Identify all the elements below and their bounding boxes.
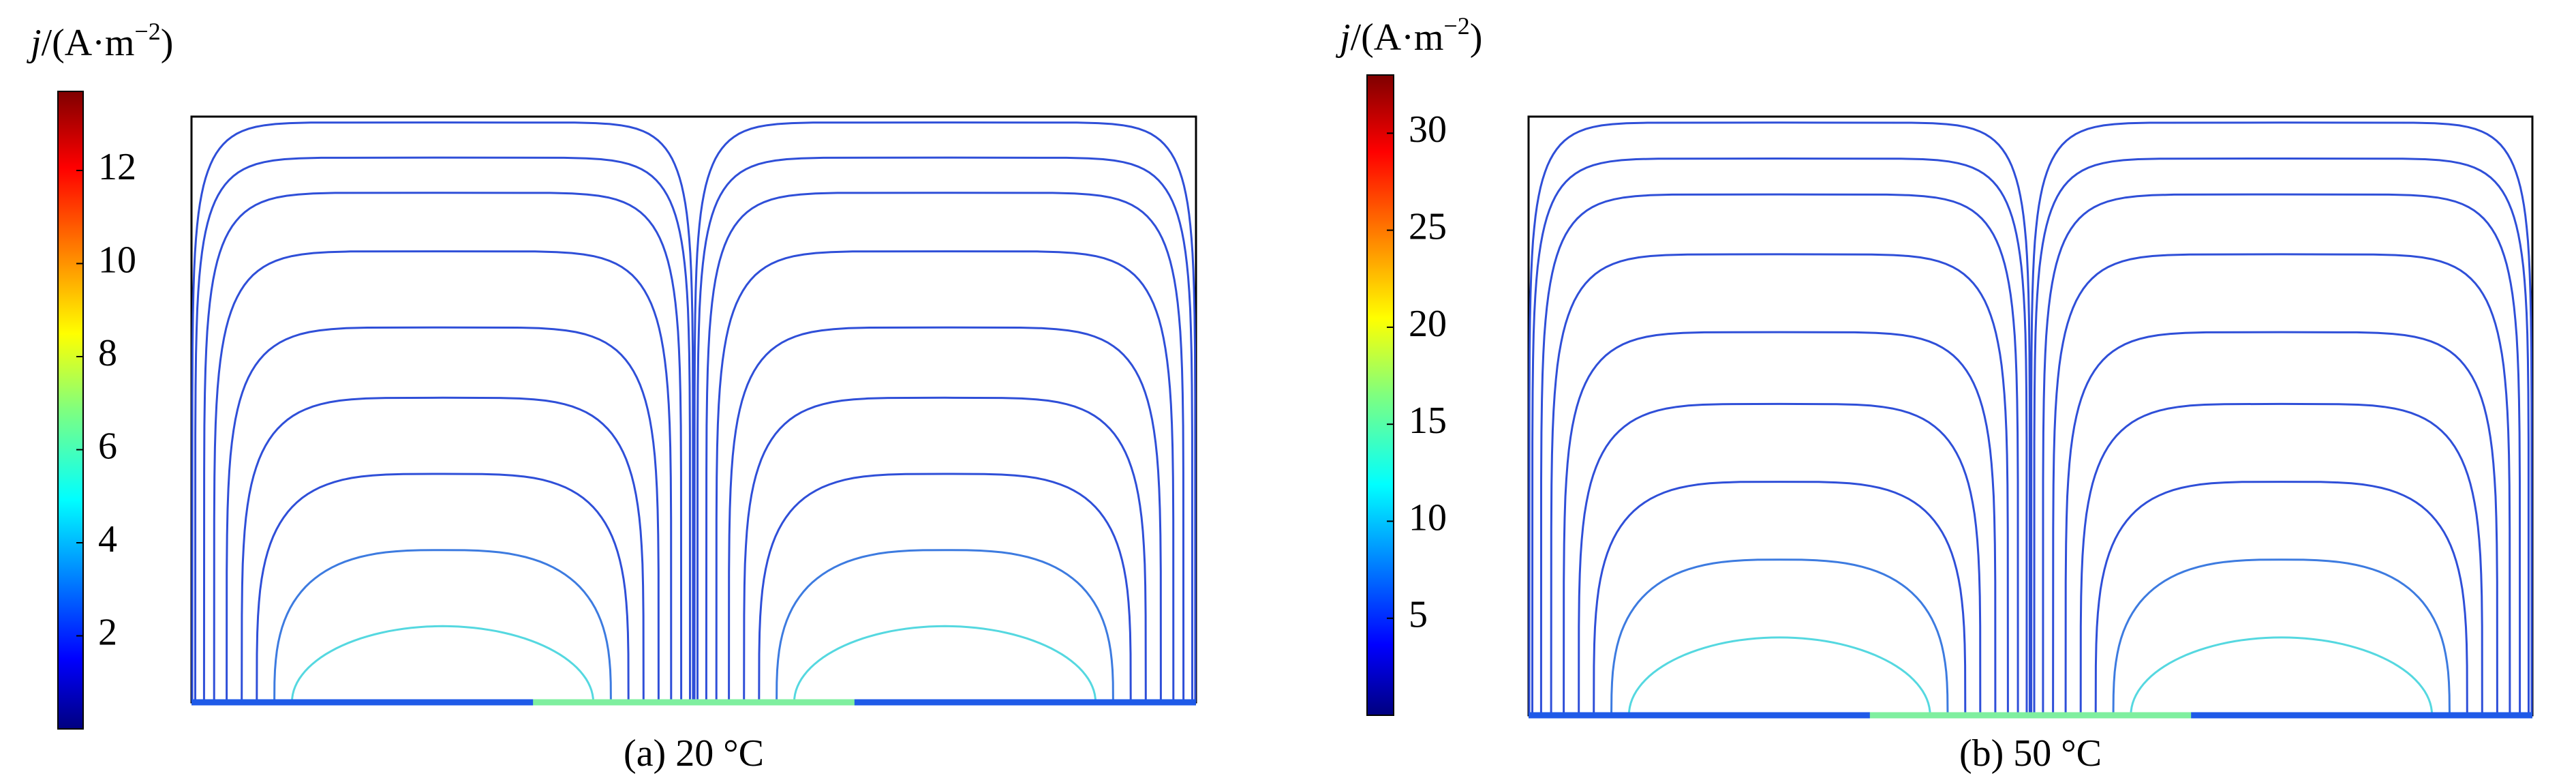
streamline [202,192,683,703]
colorbar-tick-label: 6 [98,425,117,467]
colorbar [57,91,84,730]
streamline [256,473,630,703]
streamline [226,326,660,703]
colorbar-tick-label: 10 [98,239,136,281]
colorbar-label: j/(A·m−2) [1336,12,1482,59]
streamline [758,473,1132,703]
streamline [793,625,1097,703]
streamline [696,156,1193,703]
streamline [2033,157,2530,716]
label-exponent: −2 [134,18,160,45]
streamline [1550,253,2009,716]
label-symbol: j [1336,16,1351,59]
colorbar-tick-label: 12 [98,146,136,188]
label-unit: /(A·m [1351,16,1444,59]
caption: (b) 50 °C [1959,732,2102,775]
streamline [213,250,673,703]
label-exponent: −2 [1443,12,1469,40]
caption: (a) 20 °C [624,732,764,775]
streamline [693,121,1197,703]
label-symbol: j [27,22,42,64]
streamline [241,396,645,703]
colorbar-tick-label: 8 [98,332,117,374]
streamline [743,396,1147,703]
streamline [191,121,694,703]
streamline [1539,193,2019,716]
streamline [2064,331,2498,716]
streamline [273,549,612,703]
colorbar-tick-label: 25 [1409,205,1447,248]
streamline [2094,481,2468,716]
streamline [1578,402,1982,716]
colorbar-tick-label: 5 [1409,594,1428,636]
streamline [705,192,1185,703]
streamline [2130,636,2434,716]
streamline [1627,636,1931,716]
streamline [728,326,1162,703]
colorbar-tick-label: 4 [98,518,117,560]
streamline [2042,193,2521,716]
streamline [194,156,691,703]
label-close: ) [1470,16,1483,59]
streamline [2079,402,2483,716]
colorbar-tick-label: 20 [1409,303,1447,345]
streamline [1563,331,1997,716]
colorbar-tick-label: 10 [1409,496,1447,539]
streamline [1531,157,2028,716]
label-unit: /(A·m [42,22,135,64]
streamline [2030,121,2533,716]
streamline [1593,481,1967,716]
streamline [1610,558,1949,716]
colorbar [1366,74,1394,716]
streamline [1528,121,2031,716]
streamline [715,250,1175,703]
streamline [776,549,1114,703]
colorbar-label: j/(A·m−2) [27,18,173,64]
colorbar-tick-label: 15 [1409,400,1447,442]
label-close: ) [161,22,174,64]
colorbar-tick-label: 30 [1409,108,1447,151]
streamline [290,625,595,703]
streamline [2052,253,2511,716]
streamline [2112,558,2451,716]
colorbar-tick-label: 2 [98,611,117,653]
